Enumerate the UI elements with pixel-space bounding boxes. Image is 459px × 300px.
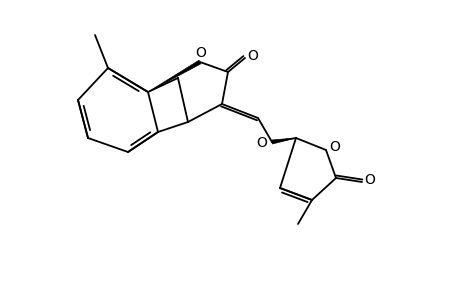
Text: O: O: [329, 140, 340, 154]
Text: O: O: [256, 136, 267, 150]
Text: O: O: [364, 173, 375, 187]
Text: O: O: [247, 49, 258, 63]
Polygon shape: [271, 138, 295, 144]
Text: O: O: [195, 46, 206, 60]
Polygon shape: [148, 60, 201, 92]
